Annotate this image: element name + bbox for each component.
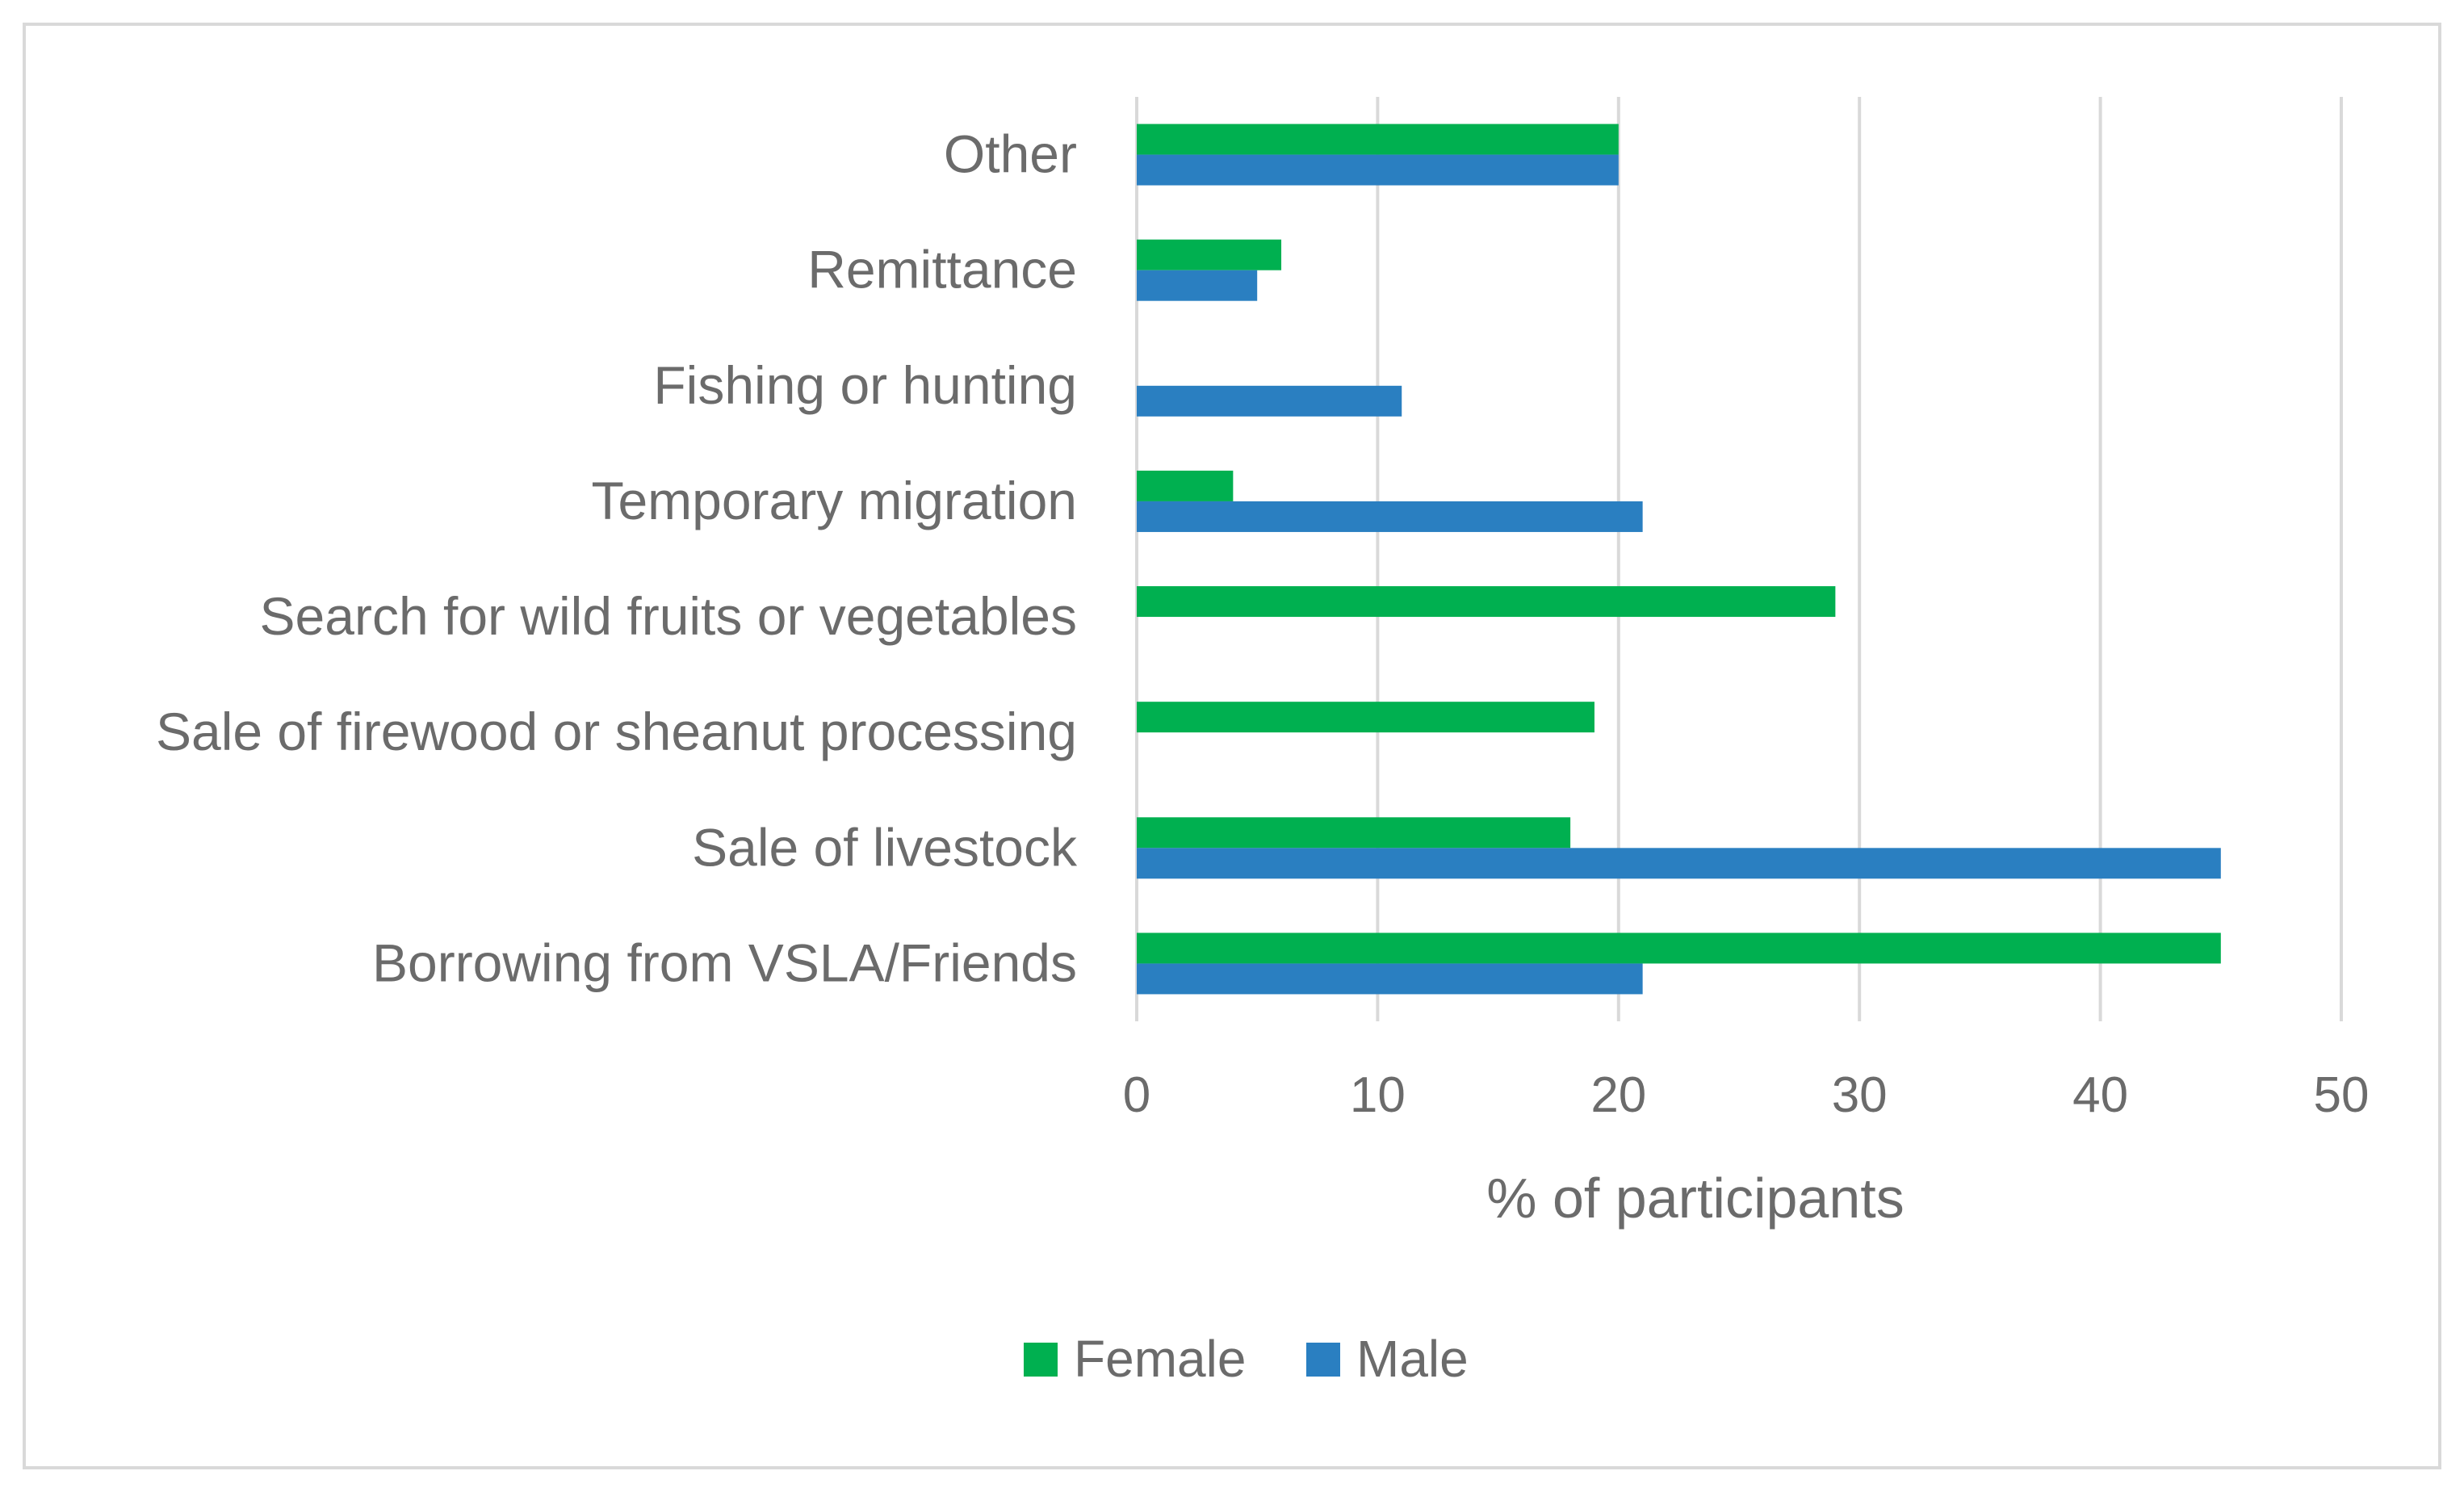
x-tick-label: 20 (1590, 1067, 1646, 1123)
bar-female-6 (1137, 817, 1571, 849)
category-label: Sale of firewood or sheanut processing (156, 702, 1077, 761)
bar-male-7 (1137, 963, 1643, 995)
category-label: Other (944, 124, 1077, 184)
bar-female-7 (1137, 932, 2221, 964)
legend: Female Male (1024, 1330, 1469, 1388)
x-tick-label: 30 (1832, 1067, 1888, 1123)
category-label: Borrowing from VSLA/Friends (372, 932, 1077, 992)
legend-swatch-female (1024, 1343, 1058, 1377)
category-label: Temporary migration (591, 471, 1077, 530)
bar-female-4 (1137, 586, 1836, 618)
bar-female-1 (1137, 239, 1282, 270)
category-label: Remittance (807, 240, 1077, 300)
category-label: Sale of livestock (692, 817, 1078, 877)
legend-label-male: Male (1356, 1330, 1469, 1388)
bar-male-0 (1137, 154, 1619, 186)
x-tick-label: 10 (1350, 1067, 1406, 1123)
x-tick-label: 0 (1123, 1067, 1150, 1123)
x-tick-labels: 0 10 20 30 40 50 (1123, 1067, 2370, 1123)
category-label: Search for wild fruits or vegetables (260, 586, 1077, 646)
x-axis-title: % of participants (1486, 1167, 1904, 1230)
bar-male-1 (1137, 270, 1258, 301)
bar-female-3 (1137, 470, 1234, 501)
legend-swatch-male (1306, 1343, 1340, 1377)
x-tick-label: 40 (2072, 1067, 2128, 1123)
x-tick-label: 50 (2314, 1067, 2370, 1123)
bar-male-2 (1137, 385, 1402, 417)
bars (1137, 124, 2221, 995)
legend-label-female: Female (1074, 1330, 1246, 1388)
category-labels: Other Remittance Fishing or hunting Tempora… (156, 124, 1078, 993)
bar-female-0 (1137, 124, 1619, 155)
bar-female-5 (1137, 702, 1594, 733)
bar-male-6 (1137, 848, 2221, 879)
bar-male-3 (1137, 501, 1643, 532)
category-label: Fishing or hunting (653, 355, 1077, 415)
